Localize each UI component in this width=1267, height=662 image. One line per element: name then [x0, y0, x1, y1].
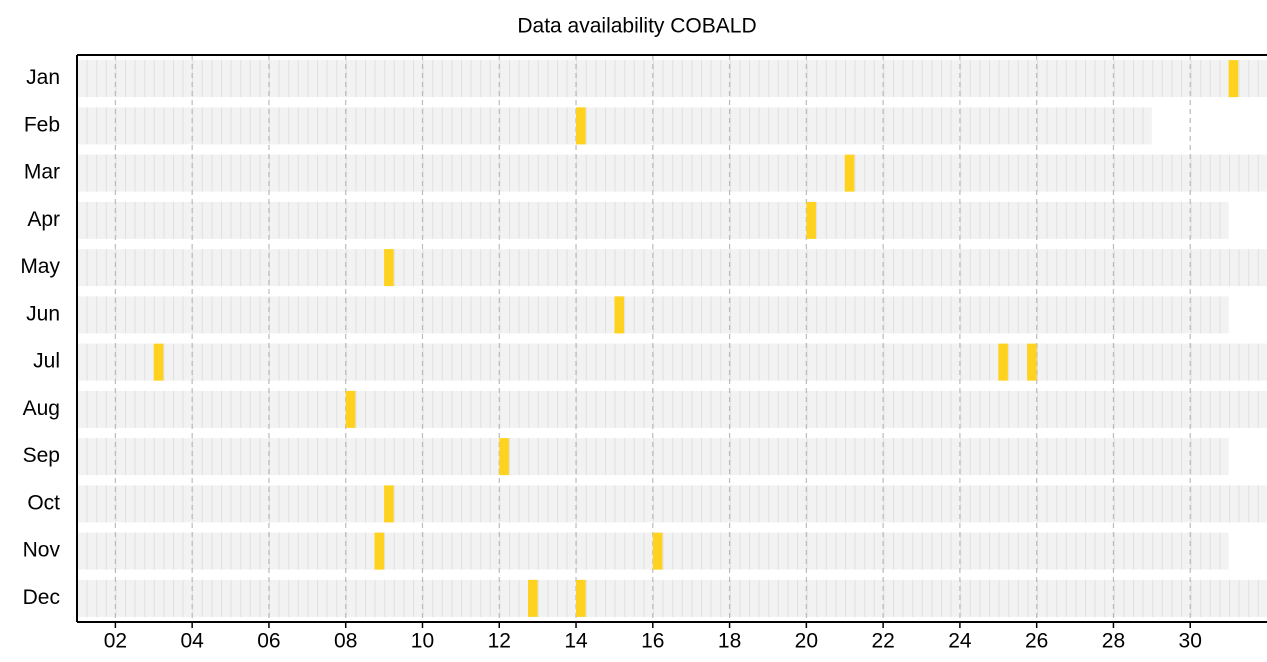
slot-lines [77, 107, 1152, 145]
x-tick-label: 02 [104, 630, 127, 653]
x-tick-label: 28 [1102, 630, 1125, 653]
slot-lines [77, 60, 1267, 98]
y-tick-label: Dec [23, 586, 60, 609]
y-tick-label: Aug [23, 397, 60, 420]
data-slot [806, 201, 816, 239]
data-slot [614, 296, 625, 334]
slot-lines [77, 390, 1267, 428]
slot-lines [77, 249, 1267, 287]
y-tick-label: Jul [33, 350, 60, 373]
data-slot [499, 438, 509, 476]
data-slot [652, 532, 663, 570]
slot-lines [77, 154, 1267, 192]
data-slot [153, 343, 164, 381]
y-tick-label: Jan [26, 66, 60, 89]
data-slot [384, 485, 394, 523]
data-slot [576, 579, 586, 617]
y-tick-label: Feb [24, 113, 60, 136]
data-slot [1027, 343, 1037, 381]
y-tick-label: Nov [23, 539, 61, 562]
x-tick-label: 22 [871, 630, 894, 653]
slot-lines [77, 343, 1267, 381]
x-tick-label: 04 [180, 630, 204, 653]
x-tick-label: 06 [257, 630, 280, 653]
data-slot [384, 249, 394, 287]
y-tick-label: Oct [27, 491, 60, 514]
data-slot [374, 532, 385, 570]
x-tick-label: 30 [1179, 630, 1202, 653]
data-slot [998, 343, 1008, 381]
x-tick-label: 26 [1025, 630, 1048, 653]
x-tick-label: 14 [564, 630, 588, 653]
x-tick-label: 18 [718, 630, 741, 653]
y-tick-label: May [20, 255, 60, 278]
slot-lines [77, 485, 1267, 523]
data-slot [528, 579, 538, 617]
data-slot [345, 390, 356, 428]
x-tick-label: 10 [411, 630, 434, 653]
chart-title: Data availability COBALD [517, 15, 756, 38]
y-tick-label: Jun [26, 302, 60, 325]
x-tick-label: 24 [948, 630, 972, 653]
x-tick-label: 20 [795, 630, 818, 653]
data-slot [576, 107, 586, 145]
data-slot [1228, 60, 1239, 98]
slot-lines [77, 579, 1267, 617]
y-tick-label: Mar [24, 161, 60, 184]
x-tick-label: 08 [334, 630, 357, 653]
x-tick-label: 12 [488, 630, 511, 653]
y-tick-label: Apr [27, 208, 60, 231]
x-tick-label: 16 [641, 630, 664, 653]
data-slot [844, 154, 855, 192]
y-tick-label: Sep [23, 444, 60, 467]
